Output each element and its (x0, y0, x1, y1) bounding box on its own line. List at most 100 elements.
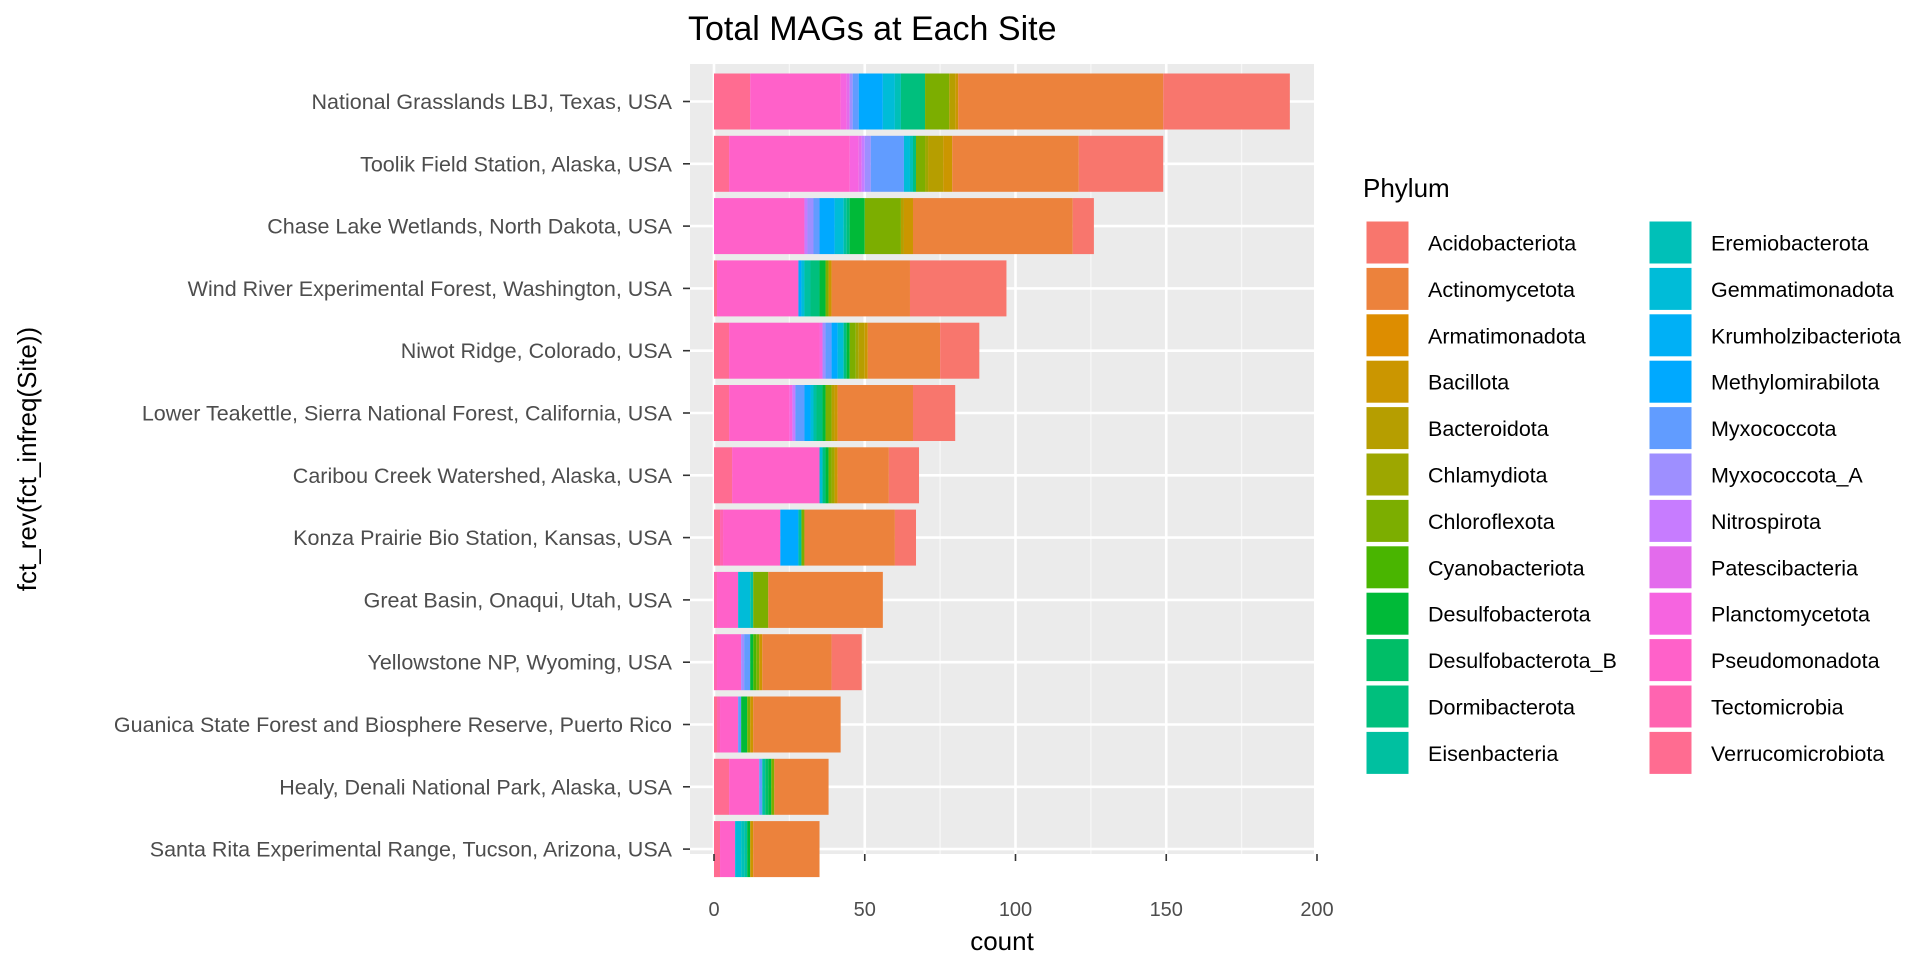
bar-segment-gemmatimonadota (882, 73, 895, 130)
legend-key-planctomycetota (1648, 591, 1693, 636)
legend-key-eremiobacterota (1648, 220, 1693, 265)
legend-key-dormibacterota (1365, 684, 1410, 729)
y-axis-ticks: National Grasslands LBJ, Texas, USA Tooli… (114, 90, 690, 862)
legend-label: Planctomycetota (1711, 603, 1870, 627)
bar-segment-myxococcota-a (864, 135, 871, 192)
bar-segment-gemmatimonadota (819, 447, 823, 504)
bar-segment-chlamydiota (925, 135, 929, 192)
bar-segment-bacillota (759, 634, 763, 691)
bar-segment-myxococcota (738, 696, 742, 753)
bar-segment-chloroflexota (747, 696, 751, 753)
y-tick-label: Konza Prairie Bio Station, Kansas, USA (293, 526, 672, 550)
legend-key-chloroflexota (1365, 498, 1410, 543)
bar-segment-verrucomicrobiota (714, 696, 718, 753)
legend-label: Chlamydiota (1428, 464, 1548, 488)
bar-segment-bacillota (834, 385, 838, 441)
bar-segment-acidobacteriota (1078, 135, 1164, 192)
legend-key-gemmatimonadota (1648, 266, 1693, 311)
bar-segment-verrucomicrobiota (714, 821, 721, 878)
legend-label: Gemmatimonadota (1711, 278, 1894, 302)
bar-segment-eisenbacteria (843, 198, 847, 255)
legend-key-bacillota (1365, 359, 1410, 404)
y-tick-label: National Grasslands LBJ, Texas, USA (312, 90, 673, 114)
y-tick-label: Healy, Denali National Park, Alaska, USA (279, 775, 672, 799)
y-tick-label: Chase Lake Wetlands, North Dakota, USA (267, 215, 672, 239)
bar-segment-verrucomicrobiota (714, 260, 718, 317)
legend-label: Patescibacteria (1711, 556, 1858, 580)
bar-segment-eisenbacteria (762, 758, 766, 815)
legend-label: Methylomirabilota (1711, 371, 1880, 395)
legend-label: Bacteroidota (1428, 417, 1549, 441)
bar-segment-myxococcota (759, 758, 763, 815)
bar-segment-planctomycetota (819, 322, 823, 379)
legend-key-methylomirabilota (1648, 359, 1693, 404)
bar-segment-verrucomicrobiota (714, 73, 751, 130)
bar-segment-desulfobacterota (768, 758, 772, 815)
legend-label: Krumholzibacteriota (1711, 324, 1901, 348)
bars (714, 73, 1290, 878)
bar-segment-desulfobacterota (846, 322, 850, 379)
bar-segment-gemmatimonadota (735, 821, 742, 878)
x-axis-ticks: 0 50 100 150 200 (708, 854, 1334, 921)
legend-label: Eisenbacteria (1428, 742, 1558, 766)
legend-key-armatimonadota (1365, 313, 1410, 358)
legend-key-bacteroidota (1365, 406, 1410, 451)
legend-label: Actinomycetota (1428, 278, 1575, 302)
bar-segment-pseudomonadota (729, 322, 820, 379)
legend-label: Bacillota (1428, 371, 1509, 395)
y-tick-label: Lower Teakettle, Sierra National Forest,… (142, 402, 673, 426)
bar-segment-bacillota (955, 73, 959, 130)
bar-segment-pseudomonadota (729, 758, 760, 815)
bar-segment-gemmatimonadota (738, 571, 751, 628)
bar-segment-myxococcota (795, 385, 805, 441)
y-tick-label: Caribou Creek Watershed, Alaska, USA (293, 464, 673, 488)
legend-key-verrucomicrobiota (1648, 730, 1693, 775)
bar-segment-eremiobacterota (741, 821, 745, 878)
bar-segment-desulfobacterota-b (765, 758, 769, 815)
bar-segment-pseudomonadota (717, 260, 799, 317)
bar-segment-methylomirabilota (798, 260, 802, 317)
bar-segment-patescibacteria (858, 135, 862, 192)
legend-label: Cyanobacteriota (1428, 556, 1585, 580)
bar-segment-eisenbacteria (804, 260, 811, 317)
y-axis-title: fct_rev(fct_infreq(Site)) (12, 327, 42, 591)
bar-segment-chloroflexota (756, 634, 760, 691)
bar-segment-myxococcota-a (822, 322, 826, 379)
bar-segment-bacillota (834, 447, 838, 504)
bar-segment-actinomycetota (837, 447, 889, 504)
bar-segment-eisenbacteria (798, 509, 802, 566)
bar-segment-dormibacterota (822, 447, 826, 504)
bar-segment-myxococcota (870, 135, 904, 192)
legend-key-patescibacteria (1648, 545, 1693, 590)
legend-label: Myxococcota_A (1711, 464, 1863, 488)
bar-segment-chloroflexota (916, 135, 926, 192)
bar-segment-dormibacterota (816, 385, 823, 441)
bar-segment-chloroflexota (925, 73, 950, 130)
bar-segment-verrucomicrobiota (714, 385, 730, 441)
legend-key-actinomycetota (1365, 266, 1410, 311)
bar-segment-bacillota (750, 696, 754, 753)
bar-segment-desulfobacterota (750, 634, 754, 691)
bar-segment-tectomicrobia (720, 509, 724, 566)
legend-label: Desulfobacterota (1428, 603, 1591, 627)
bar-segment-planctomycetota (789, 385, 793, 441)
bar-segment-methylomirabilota (831, 322, 838, 379)
bar-segment-eremiobacterota (909, 135, 913, 192)
bar-segment-gemmatimonadota (834, 198, 844, 255)
bar-segment-actinomycetota (831, 260, 910, 317)
bar-segment-chloroflexota (771, 758, 775, 815)
bar-segment-myxococcota-a (807, 198, 814, 255)
legend-key-myxococcota (1648, 406, 1693, 451)
bar-segment-planctomycetota (849, 135, 859, 192)
bar-segment-bacillota (828, 260, 832, 317)
y-tick-label: Wind River Experimental Forest, Washingt… (188, 277, 673, 301)
bar-segment-desulfobacterota (741, 696, 748, 753)
x-tick-label: 100 (999, 899, 1032, 921)
bar-segment-chloroflexota (825, 385, 832, 441)
bar-segment-gemmatimonadota (801, 260, 805, 317)
legend-label: Desulfobacterota_B (1428, 649, 1617, 673)
y-tick-label: Yellowstone NP, Wyoming, USA (367, 651, 672, 675)
legend-label: Chloroflexota (1428, 510, 1555, 534)
bar-segment-desulfobacterota (825, 447, 829, 504)
legend-label: Acidobacteriota (1428, 232, 1576, 256)
